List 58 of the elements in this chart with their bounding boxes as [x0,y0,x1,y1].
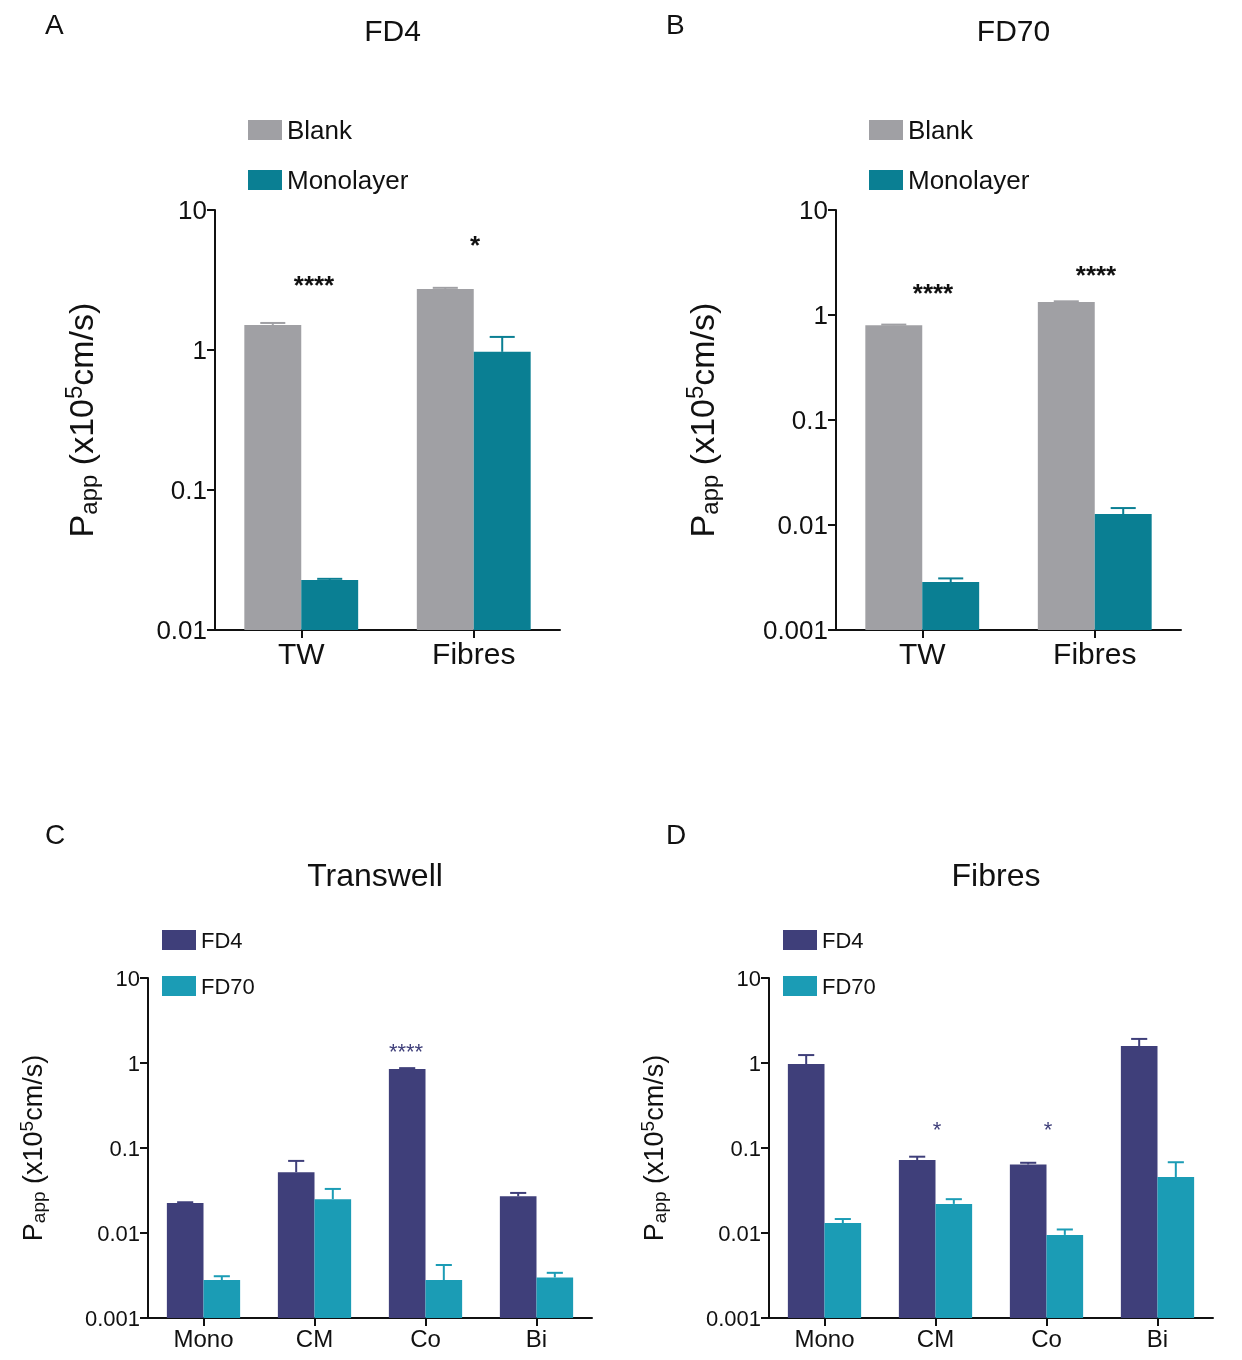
y-tick-label: 0.001 [762,615,828,645]
annotation: * [469,230,481,260]
legend-label: Monolayer [908,165,1030,195]
y-tick-label: 0.01 [777,510,828,540]
annotation: * [1043,1116,1053,1142]
legend-label: Blank [287,115,354,145]
x-tick-label: Mono [794,1324,855,1352]
y-tick-label: 0.01 [156,615,207,645]
y-tick-label: 1 [748,1050,761,1076]
annotation: **** [293,270,336,300]
legend-label: FD4 [822,927,864,953]
legend-label: Monolayer [287,165,409,195]
legend-label: FD70 [201,973,255,999]
y-tick-label: 1 [192,335,207,365]
y-tick-label: 1 [127,1050,140,1076]
text: A [45,8,64,40]
text: C [45,818,66,850]
x-tick-label: TW [277,636,326,670]
y-tick-label: 10 [115,965,140,991]
legend-label: Blank [908,115,975,145]
y-tick-label: 0.1 [170,475,207,505]
y-tick-label: 0.1 [109,1135,140,1161]
y-axis-title: Papp (x105cm/s) [59,302,102,538]
annotation: **** [1075,260,1118,290]
y-tick-label: 1 [813,300,828,330]
chart-title: Fibres [951,857,1041,893]
x-tick-label: Co [410,1324,441,1352]
x-tick-label: Fibres [432,636,516,670]
y-tick-label: 0.001 [84,1305,140,1331]
annotation: **** [388,1038,424,1064]
legend-label: FD70 [822,973,876,999]
y-axis-title: Papp (x105cm/s) [16,1054,49,1242]
y-axis-title: Papp (x105cm/s) [637,1054,670,1242]
x-tick-label: CM [916,1324,955,1352]
y-tick-label: 10 [736,965,761,991]
text: D [666,818,687,850]
chart-title: FD70 [976,13,1051,47]
y-tick-label: 10 [799,195,828,225]
y-tick-label: 0.001 [705,1305,761,1331]
y-tick-label: 0.01 [97,1220,140,1246]
y-axis-title: Papp (x105cm/s) [680,302,723,538]
chart-title: Transwell [307,857,443,893]
text: B [666,8,685,40]
x-tick-label: Co [1031,1324,1062,1352]
annotation: **** [912,278,955,308]
annotation: * [932,1116,942,1142]
x-tick-label: Bi [525,1324,548,1352]
y-tick-label: 10 [178,195,207,225]
y-tick-label: 0.01 [718,1220,761,1246]
x-tick-label: Bi [1146,1324,1169,1352]
legend-label: FD4 [201,927,243,953]
chart-title: FD4 [364,13,421,47]
x-tick-label: CM [295,1324,334,1352]
x-tick-label: Mono [173,1324,234,1352]
x-tick-label: TW [898,636,947,670]
y-tick-label: 0.1 [730,1135,761,1161]
y-tick-label: 0.1 [791,405,828,435]
x-tick-label: Fibres [1053,636,1137,670]
